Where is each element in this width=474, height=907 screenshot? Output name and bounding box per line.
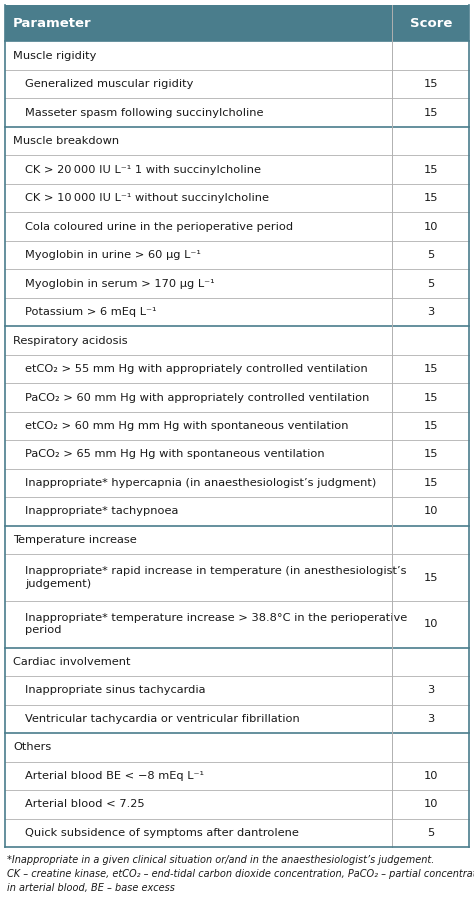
- Text: CK > 10 000 IU L⁻¹ without succinylcholine: CK > 10 000 IU L⁻¹ without succinylcholi…: [25, 193, 269, 203]
- Text: Arterial blood BE < −8 mEq L⁻¹: Arterial blood BE < −8 mEq L⁻¹: [25, 771, 204, 781]
- Text: Inappropriate sinus tachycardia: Inappropriate sinus tachycardia: [25, 686, 206, 696]
- Text: Inappropriate* hypercapnia (in anaesthesiologist’s judgment): Inappropriate* hypercapnia (in anaesthes…: [25, 478, 376, 488]
- Bar: [5, 600, 469, 648]
- Text: Cola coloured urine in the perioperative period: Cola coloured urine in the perioperative…: [25, 221, 293, 231]
- Bar: [5, 818, 469, 847]
- Text: 5: 5: [427, 828, 434, 838]
- Text: Muscle breakdown: Muscle breakdown: [13, 136, 119, 146]
- Bar: [5, 127, 469, 155]
- Text: Myoglobin in urine > 60 μg L⁻¹: Myoglobin in urine > 60 μg L⁻¹: [25, 250, 201, 260]
- Text: Parameter: Parameter: [13, 16, 91, 30]
- Bar: [5, 355, 469, 384]
- Text: 15: 15: [423, 421, 438, 431]
- Bar: [5, 705, 469, 733]
- Bar: [5, 412, 469, 440]
- Text: 10: 10: [423, 771, 438, 781]
- Text: 15: 15: [423, 393, 438, 403]
- Text: Muscle rigidity: Muscle rigidity: [13, 51, 96, 61]
- Bar: [5, 240, 469, 269]
- Bar: [5, 155, 469, 184]
- Text: 15: 15: [423, 450, 438, 460]
- Text: Cardiac involvement: Cardiac involvement: [13, 657, 130, 667]
- Text: 10: 10: [423, 799, 438, 809]
- Text: Myoglobin in serum > 170 μg L⁻¹: Myoglobin in serum > 170 μg L⁻¹: [25, 278, 215, 288]
- Bar: [5, 554, 469, 600]
- Bar: [5, 497, 469, 526]
- Bar: [5, 676, 469, 705]
- Text: Temperature increase: Temperature increase: [13, 535, 137, 545]
- Text: Ventricular tachycardia or ventricular fibrillation: Ventricular tachycardia or ventricular f…: [25, 714, 300, 724]
- Text: CK – creatine kinase, etCO₂ – end-tidal carbon dioxide concentration, PaCO₂ – pa: CK – creatine kinase, etCO₂ – end-tidal …: [7, 869, 474, 879]
- Bar: [5, 648, 469, 676]
- Text: 5: 5: [427, 250, 434, 260]
- Text: Potassium > 6 mEq L⁻¹: Potassium > 6 mEq L⁻¹: [25, 307, 156, 317]
- Bar: [5, 212, 469, 240]
- Bar: [5, 5, 469, 42]
- Text: Inappropriate* temperature increase > 38.8°C in the perioperative
period: Inappropriate* temperature increase > 38…: [25, 613, 407, 636]
- Text: 15: 15: [423, 193, 438, 203]
- Text: Generalized muscular rigidity: Generalized muscular rigidity: [25, 79, 193, 89]
- Text: Arterial blood < 7.25: Arterial blood < 7.25: [25, 799, 145, 809]
- Bar: [5, 384, 469, 412]
- Bar: [5, 269, 469, 297]
- Text: 15: 15: [423, 79, 438, 89]
- Text: *Inappropriate in a given clinical situation or/and in the anaesthesiologist’s j: *Inappropriate in a given clinical situa…: [7, 855, 434, 865]
- Text: Masseter spasm following succinylcholine: Masseter spasm following succinylcholine: [25, 108, 264, 118]
- Text: etCO₂ > 55 mm Hg with appropriately controlled ventilation: etCO₂ > 55 mm Hg with appropriately cont…: [25, 364, 368, 374]
- Text: 3: 3: [427, 686, 434, 696]
- Text: Respiratory acidosis: Respiratory acidosis: [13, 336, 128, 346]
- Text: 15: 15: [423, 478, 438, 488]
- Text: CK > 20 000 IU L⁻¹ 1 with succinylcholine: CK > 20 000 IU L⁻¹ 1 with succinylcholin…: [25, 164, 261, 174]
- Bar: [5, 526, 469, 554]
- Text: 3: 3: [427, 307, 434, 317]
- Bar: [5, 327, 469, 355]
- Text: 10: 10: [423, 619, 438, 629]
- Text: Inappropriate* tachypnoea: Inappropriate* tachypnoea: [25, 506, 178, 516]
- Bar: [5, 297, 469, 327]
- Text: 10: 10: [423, 506, 438, 516]
- Text: 15: 15: [423, 572, 438, 582]
- Bar: [5, 42, 469, 70]
- Text: 3: 3: [427, 714, 434, 724]
- Bar: [5, 98, 469, 127]
- Bar: [5, 70, 469, 98]
- Text: etCO₂ > 60 mm Hg mm Hg with spontaneous ventilation: etCO₂ > 60 mm Hg mm Hg with spontaneous …: [25, 421, 348, 431]
- Text: PaCO₂ > 65 mm Hg Hg with spontaneous ventilation: PaCO₂ > 65 mm Hg Hg with spontaneous ven…: [25, 450, 325, 460]
- Bar: [5, 790, 469, 818]
- Text: 15: 15: [423, 164, 438, 174]
- Text: 5: 5: [427, 278, 434, 288]
- Text: 15: 15: [423, 108, 438, 118]
- Bar: [5, 762, 469, 790]
- Text: Others: Others: [13, 742, 51, 752]
- Text: 15: 15: [423, 364, 438, 374]
- Bar: [5, 733, 469, 762]
- Text: PaCO₂ > 60 mm Hg with appropriately controlled ventilation: PaCO₂ > 60 mm Hg with appropriately cont…: [25, 393, 369, 403]
- Text: Score: Score: [410, 16, 452, 30]
- Text: 10: 10: [423, 221, 438, 231]
- Text: Inappropriate* rapid increase in temperature (in anesthesiologist’s
judgement): Inappropriate* rapid increase in tempera…: [25, 566, 407, 589]
- Bar: [5, 440, 469, 469]
- Text: in arterial blood, BE – base excess: in arterial blood, BE – base excess: [7, 883, 175, 893]
- Bar: [5, 184, 469, 212]
- Bar: [5, 469, 469, 497]
- Text: Quick subsidence of symptoms after dantrolene: Quick subsidence of symptoms after dantr…: [25, 828, 299, 838]
